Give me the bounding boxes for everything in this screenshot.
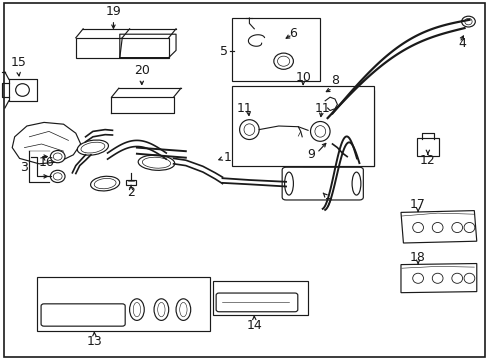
Ellipse shape xyxy=(284,172,293,195)
Bar xyxy=(212,281,307,315)
Bar xyxy=(232,86,373,166)
Polygon shape xyxy=(400,264,476,293)
Ellipse shape xyxy=(314,126,325,137)
Ellipse shape xyxy=(90,176,120,191)
Ellipse shape xyxy=(77,140,108,155)
Text: 8: 8 xyxy=(330,75,338,87)
Ellipse shape xyxy=(50,150,65,163)
Text: 16: 16 xyxy=(39,156,54,168)
Bar xyxy=(37,277,210,331)
FancyBboxPatch shape xyxy=(282,167,363,200)
Text: 15: 15 xyxy=(11,56,26,69)
Ellipse shape xyxy=(239,120,259,140)
Ellipse shape xyxy=(129,299,144,320)
Ellipse shape xyxy=(463,222,474,233)
Ellipse shape xyxy=(329,135,354,145)
Polygon shape xyxy=(12,122,81,164)
Ellipse shape xyxy=(53,173,62,180)
Bar xyxy=(232,18,320,81)
FancyBboxPatch shape xyxy=(216,293,297,312)
Ellipse shape xyxy=(412,222,423,233)
Ellipse shape xyxy=(451,273,462,283)
Text: 18: 18 xyxy=(409,251,425,264)
Bar xyxy=(303,90,373,166)
Ellipse shape xyxy=(244,124,254,135)
Text: 1: 1 xyxy=(224,151,231,164)
Text: 5: 5 xyxy=(220,45,228,58)
Ellipse shape xyxy=(53,153,62,160)
Ellipse shape xyxy=(451,222,462,233)
Ellipse shape xyxy=(154,299,168,320)
Text: 20: 20 xyxy=(134,64,149,77)
Text: 14: 14 xyxy=(246,319,262,332)
Ellipse shape xyxy=(180,302,186,317)
Text: 4: 4 xyxy=(458,37,466,50)
Text: 6: 6 xyxy=(289,27,297,40)
Ellipse shape xyxy=(133,302,141,317)
Ellipse shape xyxy=(176,299,190,320)
Ellipse shape xyxy=(50,170,65,183)
Text: 12: 12 xyxy=(419,154,435,167)
Ellipse shape xyxy=(463,273,474,283)
Ellipse shape xyxy=(351,172,360,195)
Ellipse shape xyxy=(273,53,293,69)
Polygon shape xyxy=(400,211,476,243)
Ellipse shape xyxy=(412,273,423,283)
Text: 11: 11 xyxy=(314,102,330,114)
Text: 19: 19 xyxy=(105,5,121,18)
Text: 17: 17 xyxy=(409,198,425,211)
Ellipse shape xyxy=(431,222,442,233)
Ellipse shape xyxy=(157,302,164,317)
Polygon shape xyxy=(76,38,168,58)
Ellipse shape xyxy=(94,179,116,189)
Ellipse shape xyxy=(16,84,29,96)
Ellipse shape xyxy=(464,18,471,25)
Ellipse shape xyxy=(142,157,170,168)
Text: 7: 7 xyxy=(324,197,332,210)
Text: 11: 11 xyxy=(236,102,252,114)
FancyBboxPatch shape xyxy=(416,138,438,156)
Text: 2: 2 xyxy=(127,186,135,199)
Text: 3: 3 xyxy=(20,161,28,174)
Text: 10: 10 xyxy=(295,71,310,84)
Ellipse shape xyxy=(461,16,474,27)
Ellipse shape xyxy=(431,273,442,283)
Text: 13: 13 xyxy=(86,335,102,348)
Ellipse shape xyxy=(138,155,174,170)
FancyBboxPatch shape xyxy=(126,180,136,185)
Ellipse shape xyxy=(329,113,354,123)
Ellipse shape xyxy=(81,142,104,153)
Ellipse shape xyxy=(308,100,319,108)
Ellipse shape xyxy=(277,56,289,66)
FancyBboxPatch shape xyxy=(41,304,125,326)
Ellipse shape xyxy=(310,122,329,141)
Text: 9: 9 xyxy=(307,148,315,161)
